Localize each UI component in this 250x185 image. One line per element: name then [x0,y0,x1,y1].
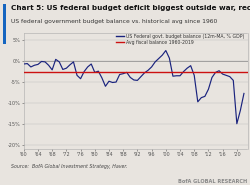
Text: Source:  BofA Global Investment Strategy, Haver.: Source: BofA Global Investment Strategy,… [11,164,128,169]
Text: BofA GLOBAL RESEARCH: BofA GLOBAL RESEARCH [178,179,248,184]
Legend: US Federal govt. budget balance (12m-MA, % GDP), Avg fiscal balance 1960-2019: US Federal govt. budget balance (12m-MA,… [115,33,245,45]
Text: Chart 5: US federal budget deficit biggest outside war, recession: Chart 5: US federal budget deficit bigge… [11,5,250,11]
Text: US federal government budget balance vs. historical avg since 1960: US federal government budget balance vs.… [11,19,218,24]
